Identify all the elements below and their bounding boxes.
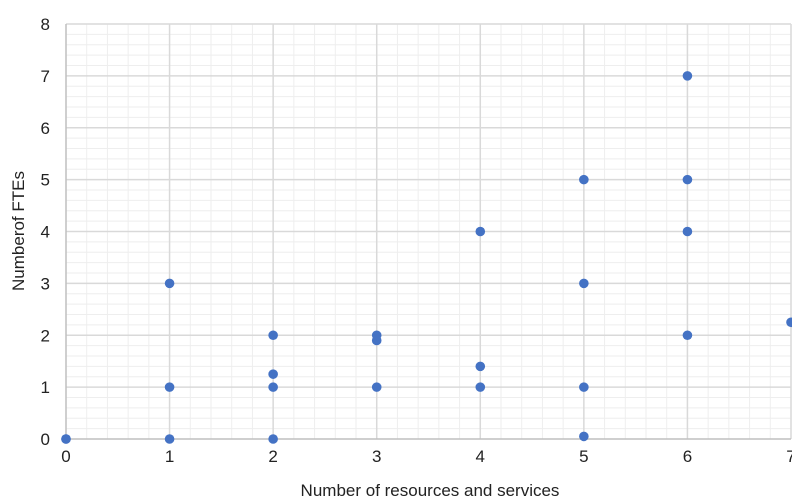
data-point (268, 434, 278, 444)
y-tick-label: 6 (41, 119, 50, 138)
data-point (268, 330, 278, 341)
y-tick-label: 2 (41, 326, 50, 345)
x-tick-label: 7 (786, 447, 792, 466)
data-point (475, 361, 486, 372)
tick-labels: 0 1 2 3 4 5 6 7 0 1 2 3 4 5 6 7 8 (41, 15, 792, 466)
data-point (682, 226, 693, 237)
data-point (164, 382, 175, 392)
data-point (682, 330, 693, 341)
data-point (371, 382, 382, 392)
data-point (164, 278, 175, 289)
x-tick-label: 5 (579, 447, 588, 466)
y-tick-label: 0 (41, 430, 50, 449)
data-point (579, 431, 589, 442)
data-point (682, 71, 693, 81)
x-axis-title: Number of resources and services (301, 481, 560, 498)
x-tick-label: 1 (165, 447, 174, 466)
data-point (579, 278, 589, 289)
y-tick-label: 1 (41, 378, 50, 397)
x-tick-label: 0 (61, 447, 70, 466)
data-point (475, 226, 486, 237)
x-tick-label: 2 (268, 447, 277, 466)
data-point (268, 369, 278, 379)
y-tick-label: 7 (41, 67, 50, 86)
y-tick-label: 5 (41, 171, 50, 190)
data-point (475, 382, 486, 392)
major-gridlines (66, 23, 792, 439)
axes (65, 24, 791, 440)
y-tick-label: 4 (41, 223, 50, 242)
y-tick-label: 8 (41, 15, 50, 34)
data-point (682, 174, 693, 185)
x-tick-label: 4 (476, 447, 485, 466)
data-points (61, 71, 792, 444)
y-axis-title: Numberof FTEs (9, 171, 28, 291)
data-point (579, 382, 589, 392)
data-point (371, 335, 382, 346)
x-tick-label: 3 (372, 447, 381, 466)
data-point (579, 174, 589, 185)
data-point (164, 434, 175, 444)
x-tick-label: 6 (683, 447, 692, 466)
data-point (268, 382, 278, 392)
data-point (61, 434, 71, 444)
data-point (786, 317, 792, 328)
y-tick-label: 3 (41, 274, 50, 293)
